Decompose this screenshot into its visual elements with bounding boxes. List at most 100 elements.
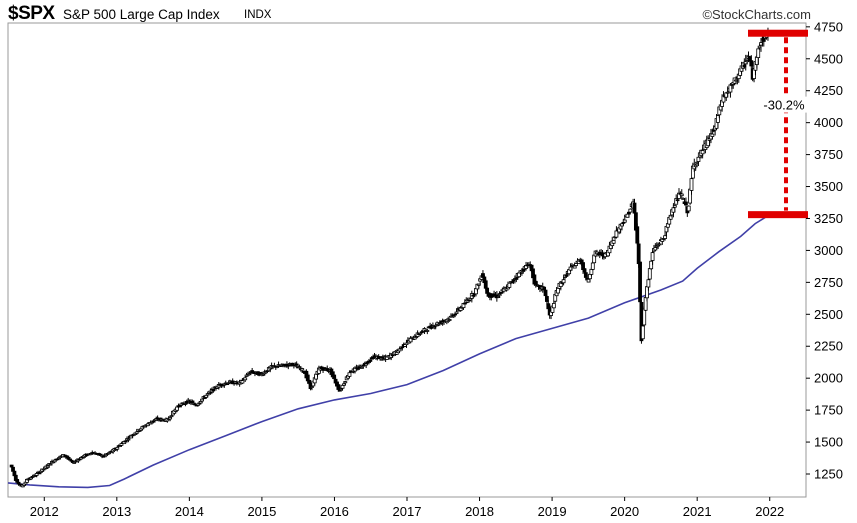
candle-body-281 <box>400 346 405 349</box>
upper-level-bar <box>748 29 808 37</box>
candle-body-115 <box>169 415 174 418</box>
candle-body-487 <box>686 205 691 212</box>
candle-body-76 <box>115 446 120 450</box>
y-tick-label-13: 4500 <box>814 51 843 66</box>
candle-body-504 <box>710 133 715 137</box>
candle-body-515 <box>725 91 730 94</box>
candle-body-0 <box>9 464 14 468</box>
candle-body-455 <box>642 308 647 326</box>
candle-body-497 <box>700 150 705 155</box>
candle-body-336 <box>476 283 481 286</box>
candle-body-406 <box>574 263 579 266</box>
drawdown-label: -30.2% <box>763 98 805 113</box>
candle-body-489 <box>689 178 694 191</box>
x-tick-label-7: 2019 <box>538 504 567 519</box>
candle-body-367 <box>519 271 524 274</box>
candle-body-255 <box>364 363 369 366</box>
y-axis: 1250 1500 1750 2000 2250 2500 2750 3000 3250 3500… <box>806 19 843 482</box>
candle-body-315 <box>447 319 452 321</box>
y-tick-label-4: 2250 <box>814 339 843 354</box>
candle-body-470 <box>663 235 667 239</box>
y-tick-label-5: 2500 <box>814 307 843 322</box>
y-tick-label-14: 4750 <box>814 19 843 34</box>
candle-body-294 <box>418 332 423 335</box>
candle-body-459 <box>647 268 652 280</box>
candle-body-384 <box>543 289 548 297</box>
candle-body-385 <box>545 296 549 302</box>
candle-body-537 <box>756 48 761 58</box>
candle-body-405 <box>572 265 577 269</box>
y-tick-label-9: 3500 <box>814 179 843 194</box>
candles-layer <box>9 27 770 488</box>
candle-body-397 <box>561 279 566 284</box>
candle-body-320 <box>454 311 459 314</box>
candle-body-477 <box>672 205 677 208</box>
candle-body-450 <box>635 226 640 244</box>
candle-body-45 <box>72 462 77 464</box>
candle-body-240 <box>343 381 348 384</box>
candle-body-307 <box>436 323 441 326</box>
candle-body-390 <box>551 303 556 309</box>
candle-body-508 <box>716 115 720 123</box>
x-tick-label-6: 2018 <box>465 504 494 519</box>
y-tick-label-12: 4250 <box>814 83 843 98</box>
candle-body-225 <box>322 367 327 369</box>
y-tick-label-3: 2000 <box>814 371 843 386</box>
candle-body-305 <box>433 324 438 327</box>
y-tick-label-11: 4000 <box>814 115 843 130</box>
drawdown-label-bg <box>757 96 811 113</box>
candle-body-448 <box>632 202 637 214</box>
y-tick-label-2: 1750 <box>814 403 843 418</box>
candle-body-277 <box>394 352 399 355</box>
x-tick-label-10: 2022 <box>755 504 784 519</box>
candle-body-451 <box>636 243 641 265</box>
candle-body-485 <box>684 201 688 206</box>
candle-body-168 <box>243 377 248 381</box>
candle-body-433 <box>611 240 616 244</box>
candle-body-454 <box>640 325 645 340</box>
chart-symbol: $SPX <box>8 3 55 24</box>
candle-body-137 <box>200 398 205 402</box>
x-tick-label-4: 2016 <box>320 504 349 519</box>
candle-body-191 <box>275 366 280 368</box>
candle-body-466 <box>657 243 662 246</box>
candle-body-216 <box>310 386 314 388</box>
candle-body-458 <box>646 279 651 288</box>
y-tick-label-8: 3250 <box>814 211 843 226</box>
candle-body-393 <box>556 287 560 294</box>
chart-source: ©StockCharts.com <box>702 7 811 22</box>
candle-body-209 <box>300 368 305 371</box>
moving-average-layer <box>7 213 771 489</box>
candle-body-28 <box>48 463 53 466</box>
x-tick-label-5: 2017 <box>393 504 422 519</box>
x-tick-label-8: 2020 <box>610 504 639 519</box>
y-tick-label-1: 1500 <box>814 435 843 450</box>
candle-body-90 <box>134 431 139 434</box>
candle-body-482 <box>679 193 684 197</box>
x-tick-label-9: 2021 <box>683 504 712 519</box>
candle-body-243 <box>347 372 352 377</box>
candle-body-284 <box>404 342 409 346</box>
chart-exchange: INDX <box>244 9 272 21</box>
candle-body-279 <box>397 348 402 352</box>
x-tick-label-2: 2014 <box>175 504 204 519</box>
candle-body-460 <box>649 260 654 270</box>
candle-body-341 <box>483 280 488 289</box>
candle-body-474 <box>668 215 673 220</box>
candle-body-452 <box>638 261 642 303</box>
candle-body-444 <box>627 211 631 215</box>
candle-body-441 <box>622 219 627 223</box>
candle-body-26 <box>45 465 50 468</box>
candle-body-166 <box>240 380 245 384</box>
candle-body-461 <box>650 252 655 261</box>
y-tick-label-10: 3750 <box>814 147 843 162</box>
chart-index-name: S&P 500 Large Cap Index <box>63 7 220 22</box>
plot-frame <box>7 22 807 498</box>
candle-body-84 <box>126 438 131 441</box>
candle-body-318 <box>451 315 456 318</box>
x-axis: 2012 2013 2014 2015 2016 2017 2018 2019 2020 2021… <box>30 497 784 519</box>
candle-body-252 <box>360 366 364 369</box>
y-tick-label-6: 2750 <box>814 275 843 290</box>
candle-body-445 <box>628 208 633 213</box>
